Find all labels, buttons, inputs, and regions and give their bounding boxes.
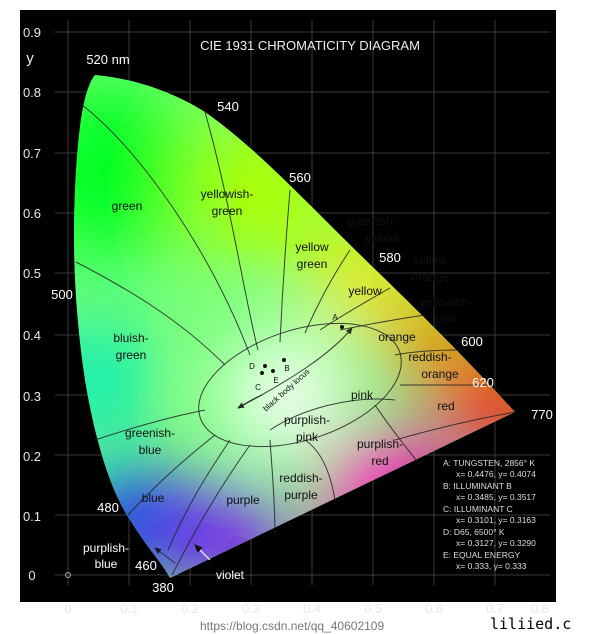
x-tick-labels: 0 0.1 0.2 0.3 0.4 0.5 0.6 0.7 0.8 (64, 601, 549, 616)
svg-text:x= 0.4476, y= 0.4074: x= 0.4476, y= 0.4074 (456, 469, 536, 479)
svg-text:0.9: 0.9 (23, 25, 41, 40)
svg-text:580: 580 (379, 250, 401, 265)
svg-text:red: red (371, 454, 388, 468)
svg-text:520 nm: 520 nm (86, 52, 129, 67)
svg-text:purple: purple (284, 488, 318, 502)
svg-text:yellow: yellow (365, 231, 399, 245)
point-c (260, 371, 264, 375)
svg-text:E: EQUAL ENERGY: E: EQUAL ENERGY (443, 550, 520, 560)
watermark-site: liliied.c (488, 615, 574, 633)
svg-text:0.1: 0.1 (120, 601, 138, 616)
region-reddish-purple: reddish- (279, 471, 322, 485)
svg-text:0: 0 (64, 601, 71, 616)
svg-text:orange: orange (421, 367, 459, 381)
svg-text:0.8: 0.8 (531, 601, 549, 616)
svg-text:0.7: 0.7 (23, 146, 41, 161)
svg-text:0.5: 0.5 (364, 601, 382, 616)
illuminant-legend: A: TUNGSTEN, 2856° K x= 0.4476, y= 0.407… (443, 458, 536, 571)
region-greenish-blue: greenish- (125, 426, 175, 440)
svg-text:green: green (212, 204, 243, 218)
svg-text:0.2: 0.2 (23, 449, 41, 464)
diagram-title: CIE 1931 CHROMATICITY DIAGRAM (200, 38, 420, 53)
region-yellow: yellow (348, 284, 382, 298)
region-pink: pink (351, 388, 374, 402)
svg-text:500: 500 (51, 287, 73, 302)
region-yellow-orange: yellow (413, 253, 447, 267)
region-yellowish-pink: yellowish- (420, 295, 473, 309)
svg-text:x= 0.3101, y= 0.3163: x= 0.3101, y= 0.3163 (456, 515, 536, 525)
svg-text:0.1: 0.1 (23, 509, 41, 524)
svg-text:0.8: 0.8 (23, 85, 41, 100)
svg-text:0.6: 0.6 (23, 206, 41, 221)
svg-text:380: 380 (152, 580, 174, 595)
point-e (271, 369, 275, 373)
svg-text:pink: pink (435, 312, 458, 326)
label-a: A (332, 313, 338, 322)
region-reddish-orange: reddish- (408, 350, 451, 364)
svg-text:0: 0 (28, 568, 35, 583)
region-blue: blue (142, 491, 165, 505)
y-tick-labels: 0 0.1 0.2 0.3 0.4 0.5 0.6 0.7 0.8 0.9 (23, 25, 41, 583)
svg-text:x= 0.3485, y= 0.3517: x= 0.3485, y= 0.3517 (456, 492, 536, 502)
svg-text:0.6: 0.6 (425, 601, 443, 616)
region-yellow-green: yellow (295, 240, 329, 254)
label-d: D (249, 362, 255, 371)
y-axis-label: y (26, 50, 34, 67)
region-labels: green yellowish- green yellow green gree… (83, 187, 472, 582)
svg-text:0.4: 0.4 (23, 328, 41, 343)
region-green: green (112, 199, 143, 213)
point-b (282, 358, 286, 362)
svg-text:x= 0.3127, y= 0.3290: x= 0.3127, y= 0.3290 (456, 538, 536, 548)
svg-text:0.7: 0.7 (486, 601, 504, 616)
point-a (340, 325, 344, 329)
region-purplish-blue: purplish- (83, 541, 129, 555)
region-orange: orange (378, 330, 416, 344)
svg-text:green: green (297, 257, 328, 271)
region-yellowish-green: yellowish- (201, 187, 254, 201)
svg-text:460: 460 (135, 558, 157, 573)
svg-text:pink: pink (296, 430, 319, 444)
origin-marker (65, 572, 71, 578)
svg-text:0.3: 0.3 (23, 389, 41, 404)
region-violet: violet (216, 568, 245, 582)
svg-text:0.4: 0.4 (303, 601, 321, 616)
region-red: red (437, 399, 454, 413)
region-bluish-green: bluish- (113, 331, 148, 345)
region-purplish-pink: purplish- (284, 413, 330, 427)
svg-text:blue: blue (95, 557, 118, 571)
svg-text:B: ILLUMINANT B: B: ILLUMINANT B (443, 481, 512, 491)
region-greenish-yellow: greenish- (347, 214, 397, 228)
svg-text:0.3: 0.3 (242, 601, 260, 616)
region-purple: purple (226, 493, 260, 507)
point-d (263, 364, 267, 368)
svg-text:600: 600 (461, 334, 483, 349)
svg-text:green: green (116, 348, 147, 362)
region-purplish-red: purplish- (357, 437, 403, 451)
svg-text:620: 620 (472, 375, 494, 390)
svg-text:0.5: 0.5 (23, 266, 41, 281)
svg-text:orange: orange (411, 270, 449, 284)
wavelength-labels: 520 nm 540 560 580 600 620 770 500 480 4… (51, 52, 553, 595)
region-boundaries (75, 104, 516, 576)
svg-text:D: D65, 6500° K: D: D65, 6500° K (443, 527, 505, 537)
svg-text:blue: blue (139, 443, 162, 457)
svg-text:x= 0.333, y= 0.333: x= 0.333, y= 0.333 (456, 561, 527, 571)
watermark-url: https://blog.csdn.net/qq_40602109 (200, 619, 384, 633)
svg-text:540: 540 (217, 99, 239, 114)
label-b: B (284, 364, 289, 373)
svg-text:770: 770 (531, 407, 553, 422)
svg-text:C: ILLUMINANT C: C: ILLUMINANT C (443, 504, 513, 514)
label-c: C (255, 383, 261, 392)
svg-text:560: 560 (289, 170, 311, 185)
label-e: E (273, 376, 278, 385)
svg-text:480: 480 (97, 500, 119, 515)
svg-text:0.2: 0.2 (181, 601, 199, 616)
svg-text:A: TUNGSTEN, 2856° K: A: TUNGSTEN, 2856° K (443, 458, 535, 468)
